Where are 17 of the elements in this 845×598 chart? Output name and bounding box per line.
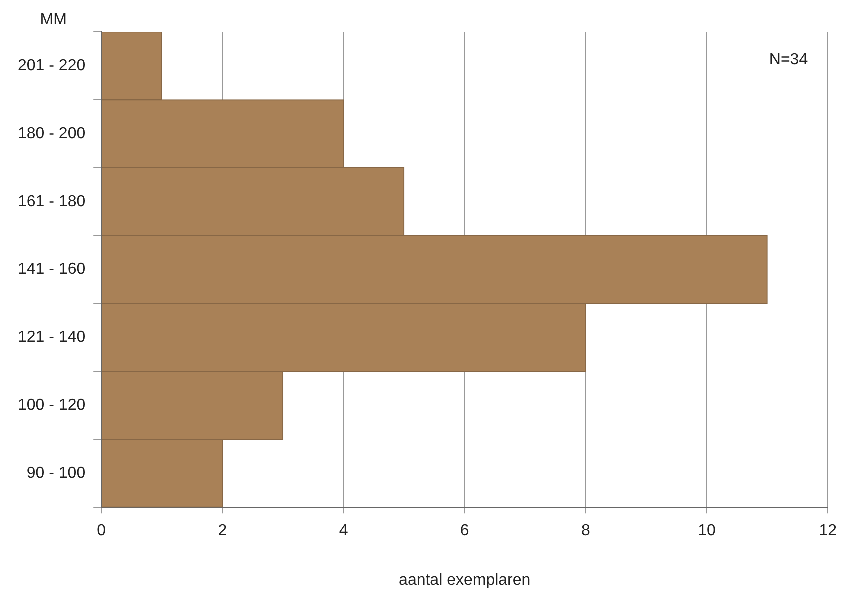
y-tick-label: 121 - 140: [18, 329, 86, 346]
y-tick-label: 100 - 120: [18, 397, 86, 414]
x-tick-label: 0: [97, 522, 106, 540]
x-tick-label: 4: [339, 522, 348, 540]
y-tick-label: 90 - 100: [26, 465, 86, 482]
y-tick-label: 201 - 220: [18, 57, 86, 74]
annotation: N=34: [769, 51, 808, 68]
x-tick-label: 12: [819, 522, 838, 540]
x-axis-title: aantal exemplaren: [399, 572, 531, 589]
x-tick-label: 10: [698, 522, 716, 540]
x-tick-label: 6: [460, 522, 470, 540]
x-tick-label: 2: [218, 522, 228, 540]
y-tick-label: 161 - 180: [18, 193, 86, 210]
y-tick-label: 180 - 200: [18, 125, 86, 142]
y-axis-title: MM: [40, 11, 67, 28]
x-tick-label: 8: [581, 522, 590, 540]
y-tick-label: 141 - 160: [18, 261, 86, 278]
